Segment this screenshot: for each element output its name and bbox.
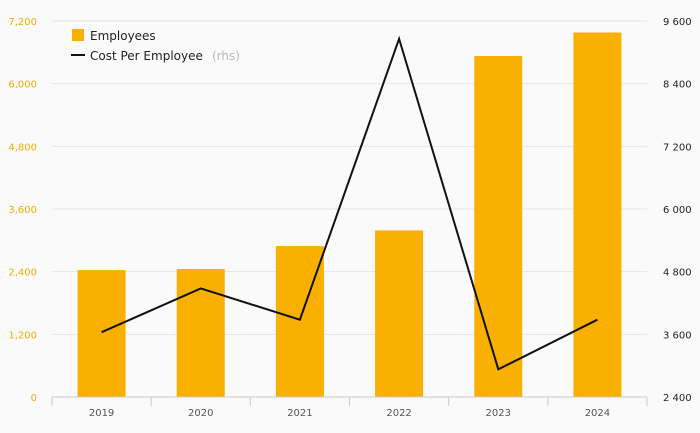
left-axis-tick-label: 7,200: [8, 17, 37, 28]
legend-label-employees: Employees: [90, 29, 156, 43]
cost-per-employee-line-group: [101, 35, 598, 371]
legend-label-cost-per-employee-text: Cost Per Employee: [90, 49, 203, 63]
x-axis-tick-label: 2021: [287, 408, 312, 419]
bar-employees-2024: [573, 32, 622, 397]
x-axis-tick-label: 2019: [89, 408, 114, 419]
employees-bars: [77, 32, 622, 397]
right-axis-tick-label: 4 800: [663, 268, 692, 279]
left-axis-tick-label: 2,400: [8, 268, 37, 279]
bar-employees-2022: [375, 230, 424, 397]
left-axis-tick-label: 4,800: [8, 142, 37, 153]
left-axis-ticks: 0 1,200 2,400 3,600 4,800 6,000 7,200: [8, 17, 37, 404]
left-axis-tick-label: 6,000: [8, 80, 37, 91]
left-axis-tick-label: 3,600: [8, 205, 37, 216]
legend-label-rhs: (rhs): [212, 49, 240, 63]
right-axis-tick-label: 9 600: [663, 17, 692, 28]
x-axis-tick-label: 2020: [188, 408, 213, 419]
right-axis-tick-label: 8 400: [663, 80, 692, 91]
x-axis-tick-label: 2024: [585, 408, 610, 419]
x-axis-tick-label: 2022: [386, 408, 411, 419]
x-axis: 2019 2020 2021 2022 2023 2024: [51, 396, 648, 419]
right-axis-ticks: 2 400 3 600 4 800 6 000 7 200 8 400 9 600: [663, 17, 692, 404]
right-axis-tick-label: 3 600: [663, 330, 692, 341]
bar-employees-2019: [77, 270, 126, 397]
right-axis-tick-label: 7 200: [663, 142, 692, 153]
bar-employees-2021: [275, 246, 324, 397]
left-axis-tick-label: 1,200: [8, 330, 37, 341]
bar-employees-2020: [176, 269, 225, 397]
right-axis-tick-label: 2 400: [663, 393, 692, 404]
line-cost-per-employee: [101, 35, 598, 371]
legend-swatch-employees: [72, 29, 84, 41]
bar-employees-2023: [474, 55, 523, 397]
right-axis-tick-label: 6 000: [663, 205, 692, 216]
left-axis-tick-label: 0: [31, 393, 37, 404]
x-axis-tick-label: 2023: [486, 408, 511, 419]
gridlines: [52, 20, 647, 335]
legend-label-cost-per-employee: Cost Per Employee (rhs): [90, 45, 240, 64]
legend: Employees Cost Per Employee (rhs): [71, 29, 240, 64]
